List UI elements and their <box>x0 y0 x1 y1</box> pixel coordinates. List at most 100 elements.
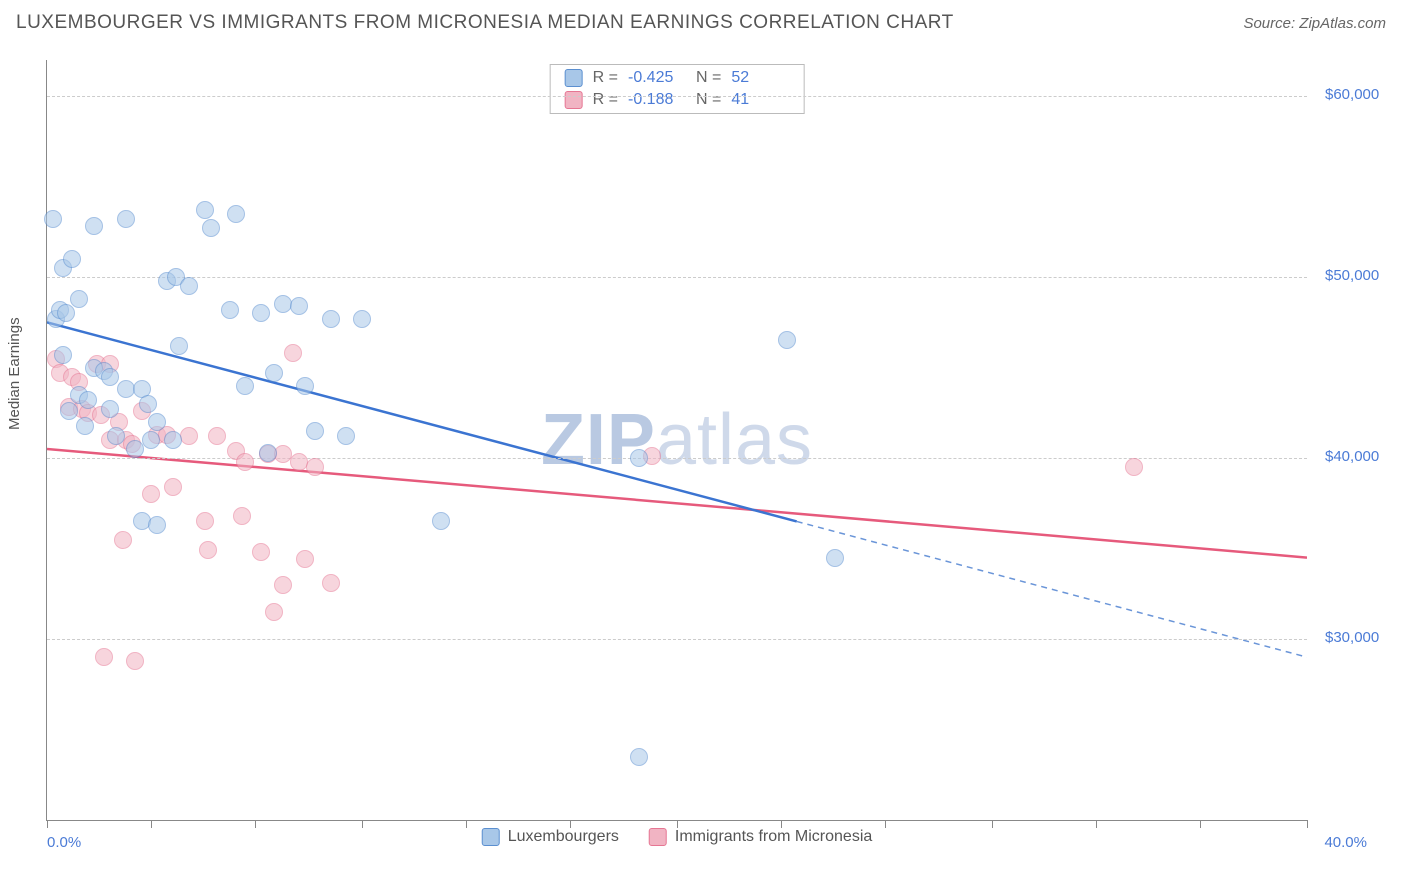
data-point <box>180 277 198 295</box>
data-point <box>306 422 324 440</box>
data-point <box>101 368 119 386</box>
trend-line <box>47 449 1307 558</box>
stat-label-r: R = <box>593 91 618 109</box>
data-point <box>337 427 355 445</box>
data-point <box>296 550 314 568</box>
data-point <box>233 507 251 525</box>
data-point <box>114 531 132 549</box>
x-tick-label-end: 40.0% <box>1324 834 1367 851</box>
data-point <box>142 431 160 449</box>
data-point <box>252 543 270 561</box>
data-point <box>170 337 188 355</box>
data-point <box>290 297 308 315</box>
swatch-series-0 <box>565 69 583 87</box>
data-point <box>630 449 648 467</box>
data-point <box>139 395 157 413</box>
x-tick <box>151 820 152 828</box>
data-point <box>57 304 75 322</box>
stats-row-series-0: R = -0.425 N = 52 <box>551 67 804 89</box>
stats-legend: R = -0.425 N = 52 R = -0.188 N = 41 <box>550 64 805 114</box>
data-point <box>265 603 283 621</box>
legend-label-series-0: Luxembourgers <box>508 828 619 846</box>
data-point <box>296 377 314 395</box>
chart-title: LUXEMBOURGER VS IMMIGRANTS FROM MICRONES… <box>16 12 954 34</box>
data-point <box>63 250 81 268</box>
data-point <box>60 402 78 420</box>
x-tick <box>677 820 678 828</box>
data-point <box>142 485 160 503</box>
data-point <box>322 310 340 328</box>
data-point <box>221 301 239 319</box>
y-axis-label: Median Earnings <box>6 317 23 430</box>
data-point <box>117 210 135 228</box>
y-tick-label: $30,000 <box>1325 629 1379 646</box>
y-tick-label: $60,000 <box>1325 86 1379 103</box>
data-point <box>126 652 144 670</box>
data-point <box>54 346 72 364</box>
swatch-series-1 <box>649 828 667 846</box>
data-point <box>236 453 254 471</box>
bottom-legend: Luxembourgers Immigrants from Micronesia <box>482 828 873 846</box>
data-point <box>432 512 450 530</box>
data-point <box>322 574 340 592</box>
data-point <box>148 413 166 431</box>
data-point <box>95 648 113 666</box>
data-point <box>76 417 94 435</box>
data-point <box>826 549 844 567</box>
x-tick <box>885 820 886 828</box>
data-point <box>107 427 125 445</box>
stat-value-n-0: 52 <box>731 69 789 87</box>
data-point <box>148 516 166 534</box>
data-point <box>79 391 97 409</box>
data-point <box>274 576 292 594</box>
gridline <box>47 277 1307 278</box>
data-point <box>1125 458 1143 476</box>
legend-item-series-1: Immigrants from Micronesia <box>649 828 872 846</box>
watermark-part2: atlas <box>656 400 813 480</box>
data-point <box>353 310 371 328</box>
data-point <box>70 290 88 308</box>
x-tick <box>47 820 48 828</box>
x-tick <box>466 820 467 828</box>
data-point <box>85 217 103 235</box>
data-point <box>208 427 226 445</box>
data-point <box>164 478 182 496</box>
data-point <box>202 219 220 237</box>
stat-label-r: R = <box>593 69 618 87</box>
watermark-part1: ZIP <box>541 400 656 480</box>
trend-lines-layer <box>47 60 1307 820</box>
data-point <box>630 748 648 766</box>
data-point <box>180 427 198 445</box>
x-tick <box>781 820 782 828</box>
stat-value-n-1: 41 <box>731 91 789 109</box>
legend-item-series-0: Luxembourgers <box>482 828 619 846</box>
data-point <box>227 205 245 223</box>
data-point <box>265 364 283 382</box>
y-tick-label: $40,000 <box>1325 448 1379 465</box>
swatch-series-0 <box>482 828 500 846</box>
stat-value-r-0: -0.425 <box>628 69 686 87</box>
data-point <box>101 400 119 418</box>
stat-label-n: N = <box>696 69 721 87</box>
data-point <box>196 512 214 530</box>
x-tick <box>255 820 256 828</box>
trend-line <box>797 521 1307 657</box>
data-point <box>199 541 217 559</box>
data-point <box>306 458 324 476</box>
x-tick <box>1307 820 1308 828</box>
y-tick-label: $50,000 <box>1325 267 1379 284</box>
gridline <box>47 639 1307 640</box>
x-tick <box>1096 820 1097 828</box>
data-point <box>778 331 796 349</box>
x-tick <box>992 820 993 828</box>
gridline <box>47 96 1307 97</box>
data-point <box>284 344 302 362</box>
data-point <box>164 431 182 449</box>
chart-header: LUXEMBOURGER VS IMMIGRANTS FROM MICRONES… <box>0 0 1406 34</box>
data-point <box>259 444 277 462</box>
swatch-series-1 <box>565 91 583 109</box>
x-tick <box>570 820 571 828</box>
data-point <box>252 304 270 322</box>
x-tick-label-start: 0.0% <box>47 834 81 851</box>
data-point <box>196 201 214 219</box>
